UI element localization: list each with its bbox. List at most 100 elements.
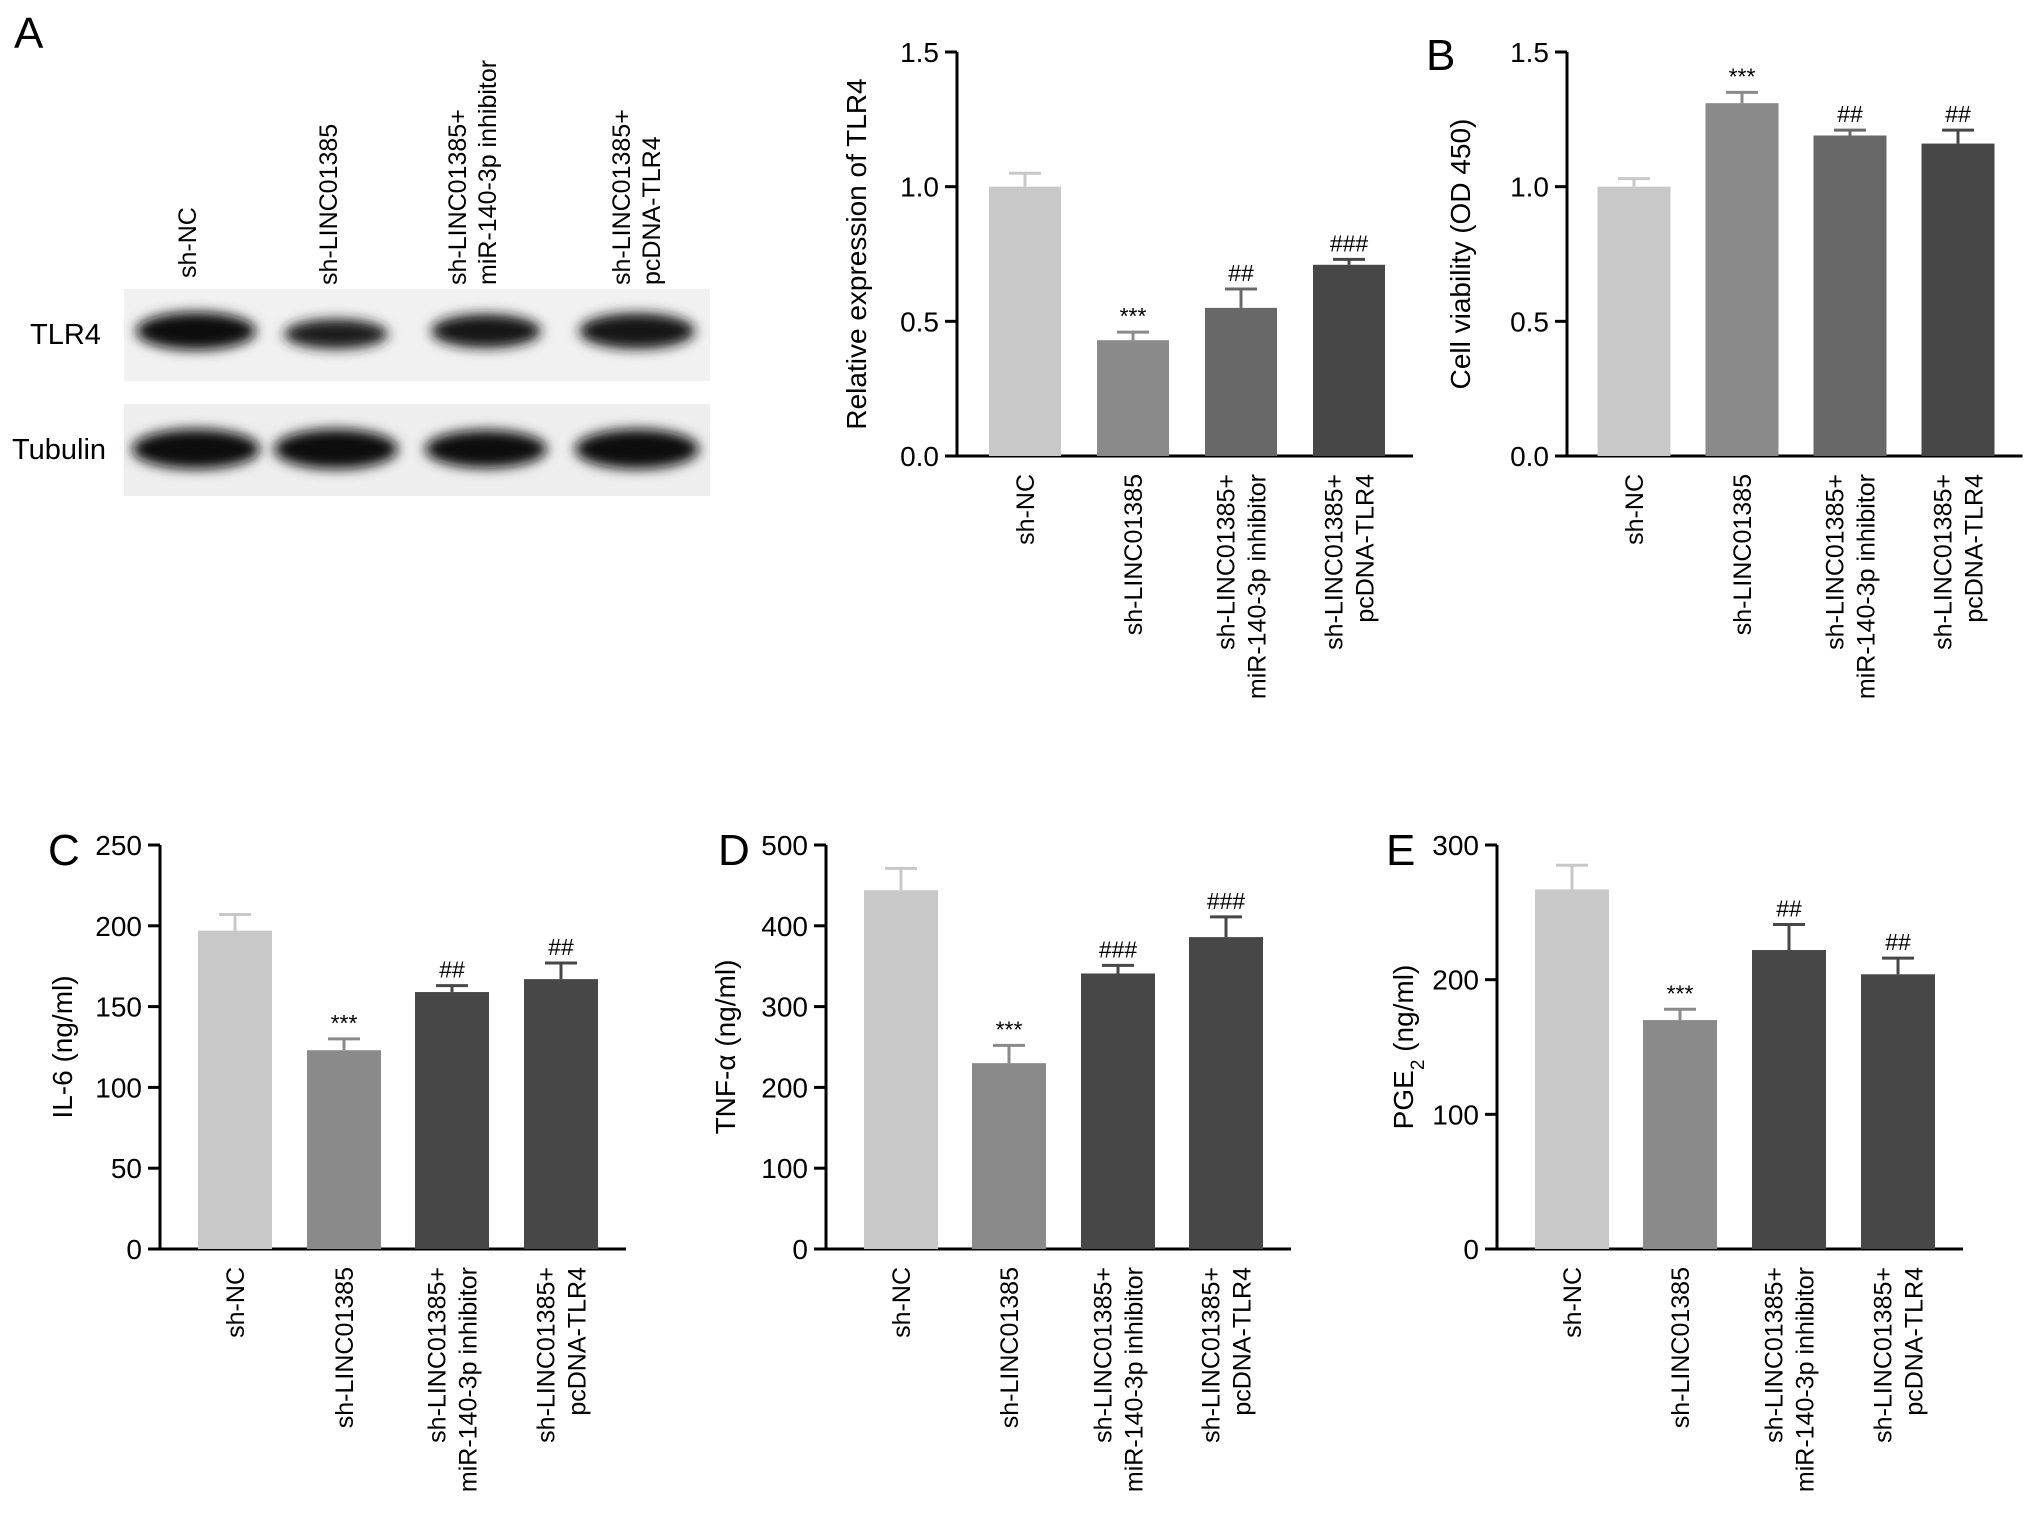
blot-row-label-tubulin: Tubulin [12, 434, 106, 466]
x-tick-label: sh-NC [1559, 1267, 1587, 1338]
y-tick-label: 100 [95, 1072, 142, 1103]
y-tick-label: 150 [95, 992, 142, 1023]
x-tick-label: sh-LINC01385+ pcDNA-TLR4 [1198, 1267, 1257, 1443]
blot-band-tlr4-lane3 [431, 314, 541, 348]
significance-label: ### [1330, 230, 1369, 256]
bar [1643, 1020, 1717, 1249]
x-tick-label: sh-LINC01385+ miR-140-3p inhibitor [424, 1267, 483, 1492]
bar [1752, 950, 1826, 1249]
y-tick-label: 200 [95, 911, 142, 942]
bar [524, 979, 598, 1249]
x-tick-label: sh-NC [1621, 474, 1649, 545]
significance-label: ## [1885, 929, 1911, 955]
panel-label-e: E [1386, 826, 1415, 875]
x-tick-label: sh-LINC01385+ miR-140-3p inhibitor [1213, 474, 1272, 699]
blot-row-label-tlr4: TLR4 [30, 319, 101, 351]
y-axis-label: Cell viability (OD 450) [1445, 119, 1476, 390]
y-tick-label: 100 [761, 1153, 808, 1184]
significance-label: *** [1729, 63, 1756, 89]
x-tick-label: sh-LINC01385 [1120, 474, 1148, 635]
y-tick-label: 0.5 [1510, 306, 1549, 337]
y-tick-label: 400 [761, 911, 808, 942]
significance-label: ## [1776, 895, 1802, 921]
blot-lane-label-sh-linc01385: sh-LINC01385 [315, 124, 343, 285]
y-tick-label: 0 [792, 1234, 808, 1265]
blot-band-tlr4-lane1 [136, 312, 256, 350]
x-tick-label: sh-NC [222, 1267, 250, 1338]
y-tick-label: 0 [126, 1234, 142, 1265]
bar [1861, 974, 1935, 1249]
chart-tnf-alpha: 0 100 200 300 400 500 TNF-α (ng/ml) sh-NC *** sh-… [710, 830, 1291, 1492]
chart-pge2: 0 100 200 300 PGE2 (ng/ml) sh-NC *** sh-LINC013… [1388, 830, 1963, 1492]
bar [415, 992, 489, 1249]
blot-band-tubulin-lane2 [274, 429, 398, 469]
bar [1205, 307, 1277, 456]
blot-lane-label-pcdna: sh-LINC01385+ pcDNA-TLR4 [608, 102, 666, 285]
panel-label-d: D [718, 826, 750, 875]
bar [972, 1063, 1046, 1249]
significance-label: *** [1120, 303, 1147, 329]
blot-band-tlr4-lane4 [579, 313, 695, 349]
y-tick-label: 50 [111, 1153, 142, 1184]
significance-label: *** [331, 1010, 358, 1036]
significance-label: ## [1837, 101, 1863, 127]
y-tick-label: 1.0 [1510, 172, 1549, 203]
y-tick-label: 0.0 [1510, 441, 1549, 472]
significance-label: ## [439, 957, 465, 983]
significance-label: ## [1945, 101, 1971, 127]
x-tick-label: sh-NC [888, 1267, 916, 1338]
y-tick-label: 100 [1432, 1099, 1479, 1130]
panel-label-a: A [14, 9, 44, 58]
x-tick-label: sh-LINC01385 [1729, 474, 1757, 635]
x-tick-label: sh-LINC01385+ miR-140-3p inhibitor [1822, 474, 1881, 699]
significance-label: *** [1667, 980, 1694, 1006]
western-blot: sh-NC sh-LINC01385 sh-LINC01385+ miR-140… [12, 60, 710, 496]
significance-label: ### [1099, 936, 1138, 962]
y-tick-label: 250 [95, 830, 142, 861]
blot-lane-label-sh-nc: sh-NC [174, 207, 202, 278]
significance-label: ## [548, 934, 574, 960]
bar [1813, 135, 1887, 456]
panel-label-b: B [1426, 31, 1455, 80]
bar [989, 186, 1061, 456]
significance-label: ### [1207, 888, 1246, 914]
blot-band-tubulin-lane4 [575, 429, 699, 469]
chart-relative-expression-tlr4: 0.0 0.5 1.0 1.5 Relative expression of TLR4 s… [841, 37, 1413, 699]
x-tick-label: sh-LINC01385+ pcDNA-TLR4 [1321, 474, 1380, 650]
blot-band-tlr4-lane2 [284, 319, 388, 349]
bar [1189, 937, 1263, 1249]
x-tick-label: sh-LINC01385+ miR-140-3p inhibitor [1090, 1267, 1149, 1492]
y-tick-label: 200 [1432, 965, 1479, 996]
y-tick-label: 200 [761, 1072, 808, 1103]
y-tick-label: 500 [761, 830, 808, 861]
x-tick-label: sh-LINC01385+ pcDNA-TLR4 [1870, 1267, 1929, 1443]
y-tick-label: 1.5 [900, 37, 939, 68]
x-tick-label: sh-LINC01385 [331, 1267, 359, 1428]
x-tick-label: sh-LINC01385 [996, 1267, 1024, 1428]
significance-label: ## [1228, 260, 1254, 286]
y-tick-label: 1.0 [900, 172, 939, 203]
y-axis-label: Relative expression of TLR4 [841, 78, 872, 429]
chart-il6: 0 50 100 150 200 250 IL-6 (ng/ml) sh-NC *** sh-LI… [47, 830, 626, 1492]
bar [307, 1050, 381, 1249]
y-tick-label: 300 [1432, 830, 1479, 861]
chart-cell-viability: 0.0 0.5 1.0 1.5 Cell viability (OD 450) sh-NC… [1445, 37, 2023, 699]
bar [1705, 103, 1779, 456]
bar [1535, 889, 1609, 1249]
y-axis-label: PGE2 (ng/ml) [1388, 965, 1429, 1130]
bar [1921, 143, 1995, 456]
y-tick-label: 0 [1463, 1234, 1479, 1265]
bar [864, 890, 938, 1249]
bar [1597, 186, 1671, 456]
y-tick-label: 1.5 [1510, 37, 1549, 68]
blot-band-tubulin-lane1 [132, 429, 260, 469]
blot-band-tubulin-lane3 [425, 430, 547, 468]
y-axis-label: IL-6 (ng/ml) [47, 975, 78, 1118]
x-tick-label: sh-LINC01385+ pcDNA-TLR4 [533, 1267, 592, 1443]
y-tick-label: 300 [761, 992, 808, 1023]
y-tick-label: 0.0 [900, 441, 939, 472]
x-tick-label: sh-LINC01385 [1667, 1267, 1695, 1428]
y-tick-label: 0.5 [900, 306, 939, 337]
bar [198, 930, 272, 1249]
